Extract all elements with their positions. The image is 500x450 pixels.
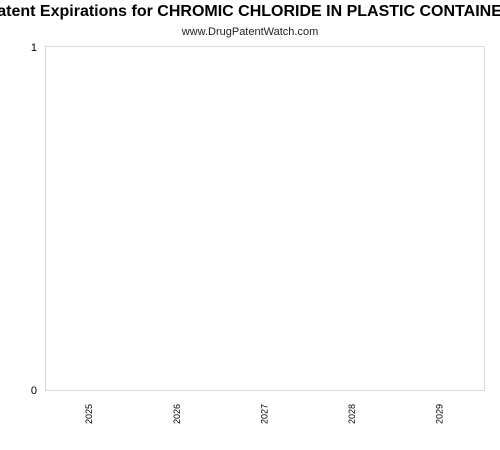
chart-title: Patent Expirations for CHROMIC CHLORIDE … <box>0 3 500 20</box>
plot-area <box>45 46 485 391</box>
y-tick-label: 1 <box>31 42 37 54</box>
chart-subtitle: www.DrugPatentWatch.com <box>181 26 319 38</box>
x-tick-label: 2029 <box>435 404 445 424</box>
x-axis: 2025 2026 2027 2028 2029 <box>84 404 444 424</box>
x-tick-label: 2025 <box>84 404 94 424</box>
x-tick-label: 2027 <box>259 404 269 424</box>
y-axis: 01 <box>31 42 37 397</box>
x-tick-label: 2026 <box>172 404 182 424</box>
y-tick-label: 0 <box>31 385 37 397</box>
x-tick-label: 2028 <box>347 404 357 424</box>
